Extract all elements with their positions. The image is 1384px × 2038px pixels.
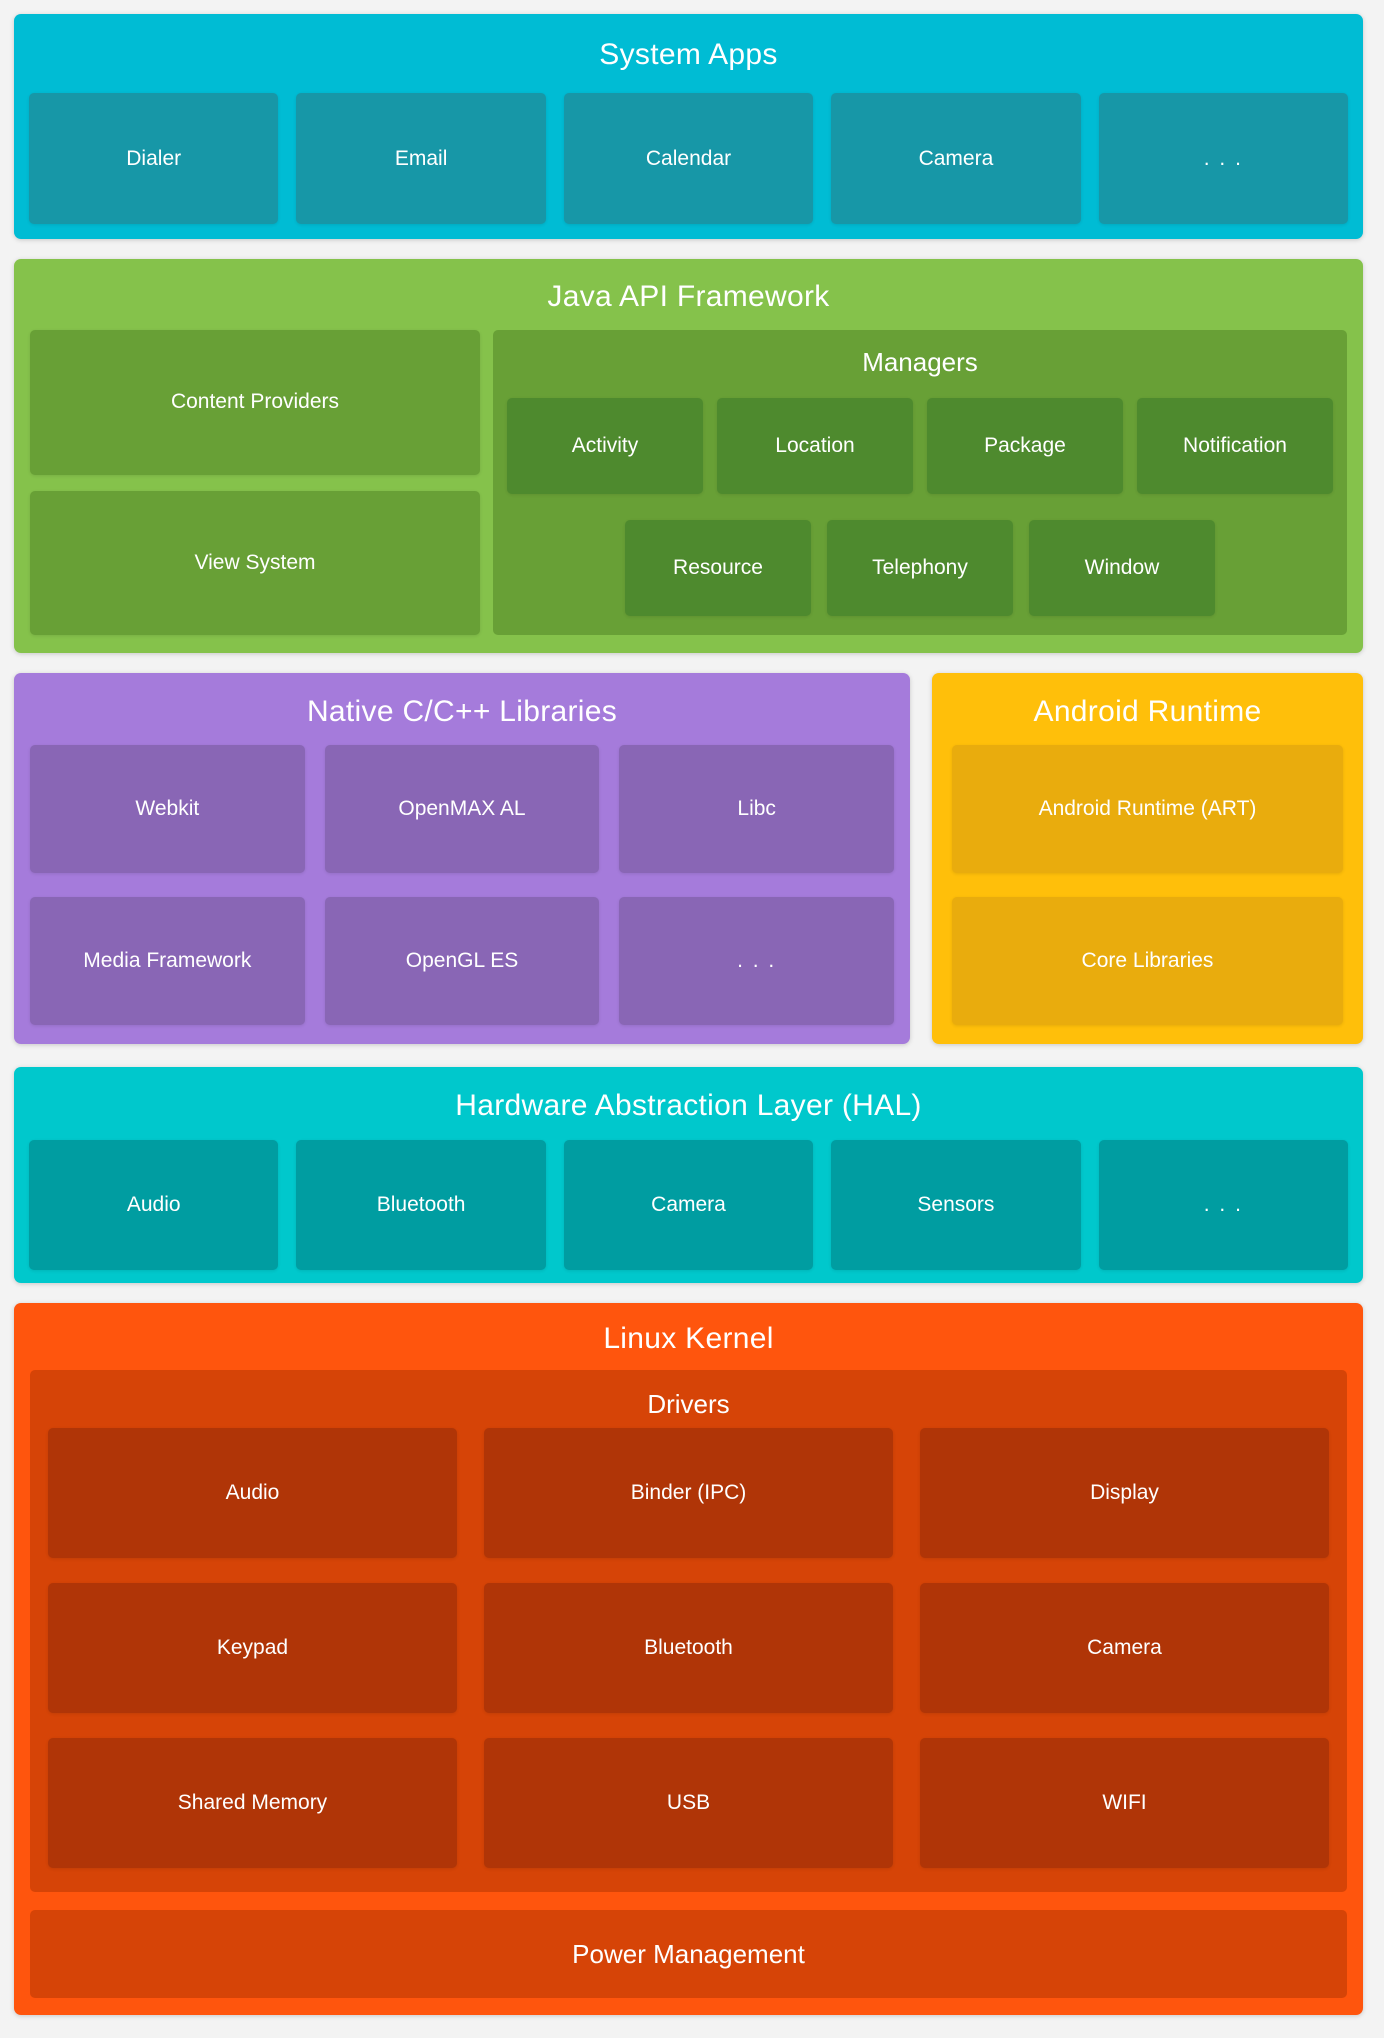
drivers-group: Drivers Audio Binder (IPC) Display Keypa… [30,1370,1347,1892]
java-api-grid: Content Providers View System Managers A… [30,330,1347,635]
box-driver-usb: USB [484,1738,893,1868]
section-linux-kernel: Linux Kernel Drivers Audio Binder (IPC) … [14,1303,1363,2015]
box-driver-audio: Audio [48,1428,457,1558]
box-native-libraries-more: . . . [619,897,894,1025]
box-content-providers: Content Providers [30,330,480,475]
section-java-api-framework: Java API Framework Content Providers Vie… [14,259,1363,653]
box-activity-manager: Activity [507,398,703,494]
box-openmax-al: OpenMAX AL [324,745,600,873]
box-location-manager: Location [717,398,913,494]
section-hal: Hardware Abstraction Layer (HAL) Audio B… [14,1067,1363,1283]
section-title-linux-kernel: Linux Kernel [603,1322,774,1355]
box-driver-shared-memory: Shared Memory [48,1738,457,1868]
box-window-manager: Window [1029,520,1215,616]
box-hal-bluetooth: Bluetooth [296,1140,546,1270]
box-system-apps-more: . . . [1098,93,1349,224]
box-android-runtime-art: Android Runtime (ART) [952,745,1343,873]
box-opengl-es: OpenGL ES [324,897,600,1025]
box-core-libraries: Core Libraries [952,897,1343,1025]
box-webkit: Webkit [30,745,305,873]
box-hal-audio: Audio [29,1140,279,1270]
hal-row: Audio Bluetooth Camera Sensors . . . [29,1140,1349,1270]
box-telephony-manager: Telephony [827,520,1013,616]
managers-title: Managers [862,347,978,377]
box-hal-camera: Camera [563,1140,814,1270]
box-libc: Libc [619,745,894,873]
box-driver-keypad: Keypad [48,1583,457,1713]
box-dialer: Dialer [29,93,279,224]
managers-row-1: Activity Location Package Notification [507,398,1333,494]
box-notification-manager: Notification [1137,398,1333,494]
section-system-apps: System Apps Dialer Email Calendar Camera… [14,14,1363,239]
box-power-management: Power Management [30,1910,1347,1998]
box-package-manager: Package [927,398,1123,494]
managers-row-2: Resource Telephony Window [507,520,1333,616]
box-hal-more: . . . [1098,1140,1349,1270]
android-runtime-boxes: Android Runtime (ART) Core Libraries [952,745,1343,1025]
box-driver-camera: Camera [920,1583,1329,1713]
box-hal-sensors: Sensors [831,1140,1081,1270]
box-driver-wifi: WIFI [920,1738,1329,1868]
box-media-framework: Media Framework [30,897,305,1025]
section-android-runtime: Android Runtime Android Runtime (ART) Co… [932,673,1363,1044]
section-title-java-api-framework: Java API Framework [547,280,830,313]
system-apps-row: Dialer Email Calendar Camera . . . [29,93,1349,224]
box-email: Email [296,93,546,224]
java-api-left-column: Content Providers View System [30,330,480,635]
section-native-libraries: Native C/C++ Libraries Webkit OpenMAX AL… [14,673,910,1044]
drivers-grid: Audio Binder (IPC) Display Keypad Blueto… [48,1428,1329,1868]
box-driver-binder-ipc: Binder (IPC) [484,1428,893,1558]
box-calendar: Calendar [563,93,814,224]
box-resource-manager: Resource [625,520,811,616]
box-driver-bluetooth: Bluetooth [484,1583,893,1713]
drivers-title: Drivers [647,1389,730,1419]
box-camera-app: Camera [831,93,1081,224]
section-title-hal: Hardware Abstraction Layer (HAL) [455,1089,922,1122]
section-title-native-libraries: Native C/C++ Libraries [306,695,618,728]
section-title-android-runtime: Android Runtime [1033,695,1262,728]
box-driver-display: Display [920,1428,1329,1558]
section-title-system-apps: System Apps [599,38,778,71]
libraries-runtime-row: Native C/C++ Libraries Webkit OpenMAX AL… [14,673,1363,1044]
managers-group: Managers Activity Location Package Notif… [493,330,1347,635]
box-view-system: View System [30,490,480,635]
native-libraries-grid: Webkit OpenMAX AL Libc Media Framework O… [30,745,894,1025]
